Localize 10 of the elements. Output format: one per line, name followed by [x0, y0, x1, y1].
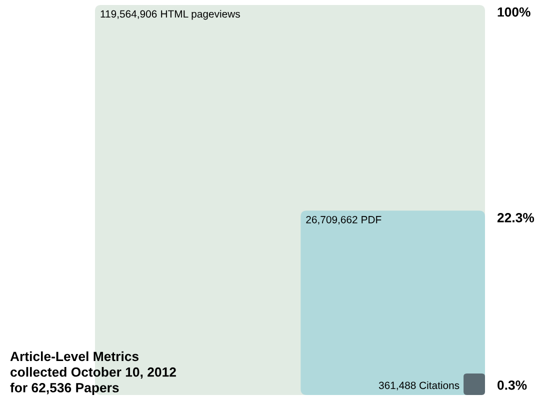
data-label: 361,488: [378, 382, 416, 390]
text: 100%: [498, 7, 530, 17]
text: 22.3%: [497, 213, 534, 222]
category-label: Citations: [420, 381, 460, 390]
category-label: PDF: [362, 216, 382, 224]
text: 0.3%: [498, 380, 527, 390]
data-label: 26,709,662: [306, 216, 358, 225]
data-label: 119,564,906: [100, 10, 157, 19]
category-label: HTML pageviews: [161, 10, 240, 20]
text: Article-Level Metrics collected October 10, 2012 for 62,536 Papers: [10, 351, 176, 395]
